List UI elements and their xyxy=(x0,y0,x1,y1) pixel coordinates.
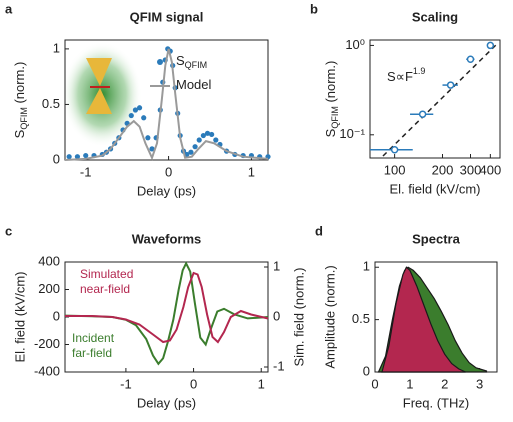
label-sub: QFIM xyxy=(19,107,29,130)
data-point xyxy=(141,115,147,121)
data-point xyxy=(188,149,194,155)
legend-name: Model xyxy=(176,77,212,92)
data-point xyxy=(74,154,81,160)
x-tick-label: 2 xyxy=(441,376,448,391)
y-tick-label: 0.5 xyxy=(352,311,370,326)
x-tick-label: 0 xyxy=(371,376,378,391)
x-tick-label: -1 xyxy=(80,164,92,179)
label-rest: (norm.) xyxy=(12,62,27,108)
y-tick-label: 0 xyxy=(53,151,60,166)
chart-title: QFIM signal xyxy=(130,9,204,24)
y-tick-label: -200 xyxy=(34,336,60,351)
data-line xyxy=(64,48,269,161)
x-tick-label: 0 xyxy=(190,376,197,391)
legend-label: SQFIM xyxy=(176,53,207,70)
axis-label: Sim. field (norm.) xyxy=(291,268,306,367)
panel-letter: a xyxy=(5,1,13,16)
data-point xyxy=(128,112,134,119)
x-tick-label: 300 xyxy=(460,162,482,177)
data-point xyxy=(486,41,495,50)
plot-frame xyxy=(64,39,269,161)
data-point xyxy=(466,55,475,64)
data-area xyxy=(381,266,466,373)
y-tick-label: 0 xyxy=(53,308,60,323)
data-point xyxy=(149,146,155,152)
label-main: S xyxy=(12,129,27,138)
y2-tick-label: 1 xyxy=(273,258,280,273)
legend-sub: QFIM xyxy=(185,60,208,70)
panel-letter: b xyxy=(310,1,318,16)
panel-letter: d xyxy=(315,223,323,238)
axis-label: El. field (kV/cm) xyxy=(12,271,27,362)
y2-tick-label: 0 xyxy=(273,308,280,323)
annotation-main: S∝F xyxy=(387,69,413,84)
label-main: S xyxy=(323,128,338,137)
annotation: S∝F1.9 xyxy=(387,66,425,84)
x-tick-label: 1 xyxy=(248,164,255,179)
data-point xyxy=(418,110,427,118)
legend-label: Model xyxy=(176,77,212,92)
axis-label: Amplitude (norm.) xyxy=(322,265,337,368)
x-axis-label: Delay (ps) xyxy=(137,183,196,198)
legend-name: S xyxy=(176,53,185,68)
y-tick-label: 400 xyxy=(38,253,60,268)
x-axis-label: Freq. (THz) xyxy=(403,395,469,410)
data-point xyxy=(192,144,198,150)
annotation-sup: 1.9 xyxy=(413,66,426,76)
plot-frame xyxy=(369,39,501,159)
panel-letter: c xyxy=(5,223,12,238)
x-tick-label: 3 xyxy=(476,376,483,391)
x-axis-label: Delay (ps) xyxy=(137,395,196,410)
y-tick-label: -400 xyxy=(34,363,60,378)
x-tick-label: 0 xyxy=(165,164,172,179)
x-axis-label: El. field (kV/cm) xyxy=(389,181,480,196)
series-label: Incident far-field xyxy=(72,331,115,360)
y-tick-label: 1 xyxy=(53,40,60,55)
fit-line xyxy=(382,43,498,157)
y-tick-label: 200 xyxy=(38,281,60,296)
data-point xyxy=(213,137,219,143)
data-point xyxy=(145,135,151,141)
axis-label: SQFIM (norm.) xyxy=(323,61,340,138)
y-tick-label: 0.5 xyxy=(42,96,60,111)
x-tick-label: 400 xyxy=(479,162,501,177)
data-point xyxy=(204,130,211,136)
y-tick-label: 0 xyxy=(363,363,370,378)
axis-label: SQFIM (norm.) xyxy=(12,62,29,139)
chart-title: Scaling xyxy=(412,9,458,24)
x-tick-label: 1 xyxy=(258,376,265,391)
data-point xyxy=(83,152,89,159)
x-tick-label: 200 xyxy=(432,162,454,177)
y-tick-label: 1 xyxy=(363,259,370,274)
data-point xyxy=(136,105,143,111)
data-point xyxy=(132,107,139,113)
y-tick-label: 10⁻¹ xyxy=(339,126,365,141)
label-sub: QFIM xyxy=(330,106,340,129)
data-line xyxy=(65,271,269,344)
data-point xyxy=(390,146,399,154)
data-point xyxy=(200,132,206,139)
data-line xyxy=(64,261,269,366)
x-tick-label: 1 xyxy=(406,376,413,391)
y-tick-label: 10⁰ xyxy=(345,37,365,52)
x-tick-label: 100 xyxy=(384,162,406,177)
inset-image xyxy=(62,42,142,147)
legend-marker xyxy=(157,59,163,65)
series-label: Simulated near-field xyxy=(80,267,134,296)
x-tick-label: -1 xyxy=(120,376,132,391)
data-point xyxy=(66,154,72,160)
y2-tick-label: -1 xyxy=(273,358,285,373)
data-point xyxy=(209,131,215,138)
chart-title: Waveforms xyxy=(132,231,202,246)
chart-title: Spectra xyxy=(412,231,460,246)
label-rest: (norm.) xyxy=(323,61,338,107)
data-point xyxy=(196,137,202,143)
data-point xyxy=(446,81,455,89)
